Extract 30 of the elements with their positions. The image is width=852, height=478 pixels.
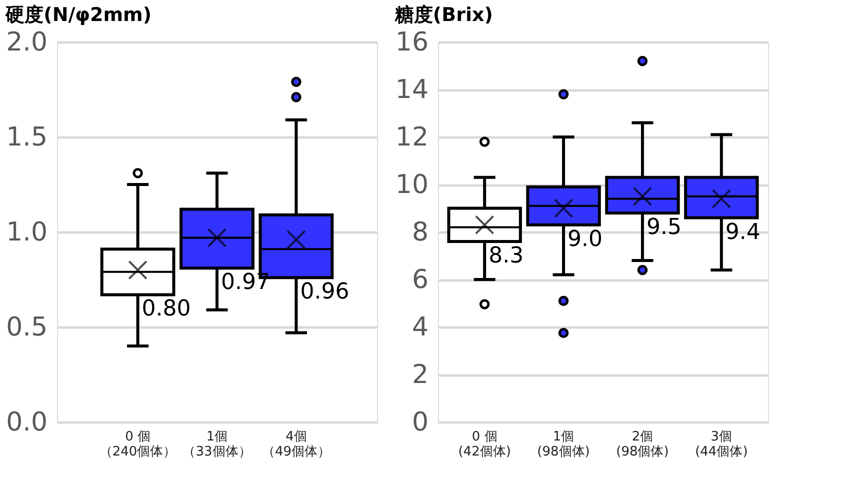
y-tick-label: 1.0 <box>6 218 48 248</box>
y-tick-label: 1.5 <box>6 122 48 152</box>
x-tick-label: 2個(98個体) <box>616 430 669 460</box>
text: 9.0 <box>568 226 603 252</box>
x-tick-label: 3個(44個体) <box>695 430 748 460</box>
text: 0.96 <box>300 280 350 305</box>
text: 8.3 <box>488 244 524 268</box>
text: 9.4 <box>725 220 760 245</box>
x-tick-label: 4個（49個体） <box>262 430 330 460</box>
y-tick-label: 12 <box>395 122 428 152</box>
x-tick-label: 1個（33個体） <box>182 430 252 460</box>
y-tick-label: 16 <box>395 28 428 58</box>
chart-title: 硬度(N/φ2mm) <box>4 4 152 26</box>
y-tick-label: 14 <box>395 75 428 105</box>
y-tick-label: 0.0 <box>6 408 48 438</box>
text: 0.80 <box>142 296 191 322</box>
y-tick-label: 0 <box>412 408 428 438</box>
x-tick-label: 0 個（240個体） <box>99 430 176 460</box>
chart-title: 糖度(Brix) <box>394 4 493 26</box>
text: 0.97 <box>221 270 270 296</box>
text: 9.5 <box>646 215 682 240</box>
x-tick-label: 1個(98個体) <box>537 430 590 460</box>
y-tick-label: 8 <box>412 218 428 248</box>
y-tick-label: 0.5 <box>6 312 48 342</box>
y-tick-label: 2 <box>412 360 428 390</box>
y-tick-label: 10 <box>395 170 428 200</box>
y-tick-label: 2.0 <box>6 28 48 58</box>
y-tick-label: 6 <box>412 265 428 295</box>
y-tick-label: 4 <box>412 312 428 342</box>
x-tick-label: 0 個(42個体) <box>458 430 511 460</box>
